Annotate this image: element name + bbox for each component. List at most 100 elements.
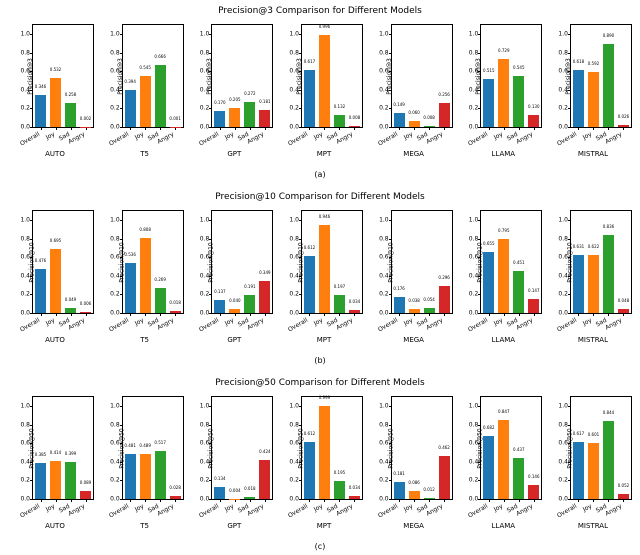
y-axis-label: Precision@50 <box>118 428 125 468</box>
bar-value-label: 0.052 <box>618 483 629 488</box>
bar <box>304 70 315 127</box>
xtick <box>354 127 355 130</box>
bar <box>513 271 524 313</box>
ytick-label: 0.2 <box>379 477 392 484</box>
ytick-label: 0.2 <box>379 291 392 298</box>
bar <box>409 309 420 313</box>
xtick <box>56 127 57 130</box>
ytick-label: 0.0 <box>469 124 482 131</box>
bar-value-label: 0.256 <box>438 92 449 97</box>
xtick <box>489 499 490 502</box>
bar <box>214 111 225 127</box>
panel: 0.00.20.40.60.81.0Overall0.481Joy0.489Sa… <box>102 392 188 522</box>
bar <box>155 65 166 127</box>
bar-value-label: 0.170 <box>214 100 225 105</box>
ytick-label: 1.0 <box>200 31 213 38</box>
ytick-label: 0.2 <box>289 477 302 484</box>
bar-value-label: 0.012 <box>423 487 434 492</box>
xtick <box>339 499 340 502</box>
ytick-label: 1.0 <box>200 403 213 410</box>
ytick-label: 0.2 <box>469 477 482 484</box>
xtick <box>429 127 430 130</box>
xtick-label-text: Joy <box>134 503 145 514</box>
y-axis-label: Precision@10 <box>477 242 484 282</box>
panel-title: MISTRAL <box>550 336 636 344</box>
bar <box>439 103 450 127</box>
xtick-label-text: Overall <box>18 503 40 520</box>
bar <box>334 115 345 127</box>
bar <box>573 70 584 127</box>
bar-value-label: 0.808 <box>139 227 150 232</box>
xtick <box>519 499 520 502</box>
bar-value-label: 0.205 <box>229 97 240 102</box>
plot-area: 0.00.20.40.60.81.0Overall0.176Joy0.038Sa… <box>391 210 453 314</box>
xtick-label-text: Overall <box>556 317 578 334</box>
xtick <box>250 127 251 130</box>
ytick-label: 1.0 <box>289 403 302 410</box>
ytick-label: 0.8 <box>110 235 123 242</box>
ytick-label: 0.8 <box>20 235 33 242</box>
xtick <box>235 127 236 130</box>
bar-value-label: 0.272 <box>244 91 255 96</box>
y-axis-label: Precision@50 <box>208 428 215 468</box>
bar <box>603 421 614 499</box>
y-axis-label: Precision@3 <box>385 58 392 95</box>
panel: 0.00.20.40.60.81.0Overall0.346Joy0.532Sa… <box>12 20 98 150</box>
xtick <box>399 313 400 316</box>
bar-value-label: 0.049 <box>65 297 76 302</box>
panel: 0.00.20.40.60.81.0Overall0.536Joy0.808Sa… <box>102 206 188 336</box>
ytick-label: 1.0 <box>379 31 392 38</box>
xtick-label-text: Angry <box>336 131 355 146</box>
y-axis-label: Precision@50 <box>29 428 36 468</box>
bar <box>50 78 61 127</box>
xtick-label-text: Joy <box>44 503 55 514</box>
bar-value-label: 0.729 <box>498 48 509 53</box>
bar <box>528 299 539 313</box>
ytick-label: 0.2 <box>20 105 33 112</box>
xtick <box>145 127 146 130</box>
bar-value-label: 0.149 <box>393 102 404 107</box>
xtick-label-text: Angry <box>425 131 444 146</box>
bar-value-label: 0.399 <box>65 451 76 456</box>
bar-value-label: 0.146 <box>528 474 539 479</box>
bar <box>483 252 494 313</box>
panel: 0.00.20.40.60.81.0Overall0.655Joy0.795Sa… <box>460 206 546 336</box>
ytick-label: 0.2 <box>558 291 571 298</box>
xtick-label-text: Angry <box>336 503 355 518</box>
ytick-label: 0.8 <box>20 421 33 428</box>
bar-value-label: 0.296 <box>438 275 449 280</box>
panel-title: MPT <box>281 522 367 530</box>
xtick <box>175 499 176 502</box>
panel: 0.00.20.40.60.81.0Overall0.682Joy0.847Sa… <box>460 392 546 522</box>
plot-area: 0.00.20.40.60.81.0Overall0.481Joy0.489Sa… <box>122 396 184 500</box>
bar <box>304 442 315 499</box>
xtick <box>354 313 355 316</box>
bar-value-label: 0.008 <box>349 115 360 120</box>
bar <box>319 406 330 499</box>
xtick <box>130 313 131 316</box>
bar <box>498 239 509 313</box>
bar-value-label: 0.089 <box>80 480 91 485</box>
bar-value-label: 0.481 <box>124 443 135 448</box>
xtick <box>309 313 310 316</box>
panel-title: GPT <box>191 336 277 344</box>
bar-value-label: 0.040 <box>229 298 240 303</box>
xtick <box>220 499 221 502</box>
bar-value-label: 0.349 <box>259 270 270 275</box>
xtick-label-text: Angry <box>67 503 86 518</box>
xtick <box>41 127 42 130</box>
plot-area: 0.00.20.40.60.81.0Overall0.515Joy0.729Sa… <box>480 24 542 128</box>
xtick <box>324 313 325 316</box>
xtick <box>578 499 579 502</box>
ytick-label: 1.0 <box>110 31 123 38</box>
panel-title: LLAMA <box>460 150 546 158</box>
bar <box>155 451 166 499</box>
bar <box>573 255 584 314</box>
xtick-label-text: Joy <box>44 131 55 142</box>
xtick <box>593 499 594 502</box>
bar-value-label: 0.394 <box>124 79 135 84</box>
ytick-label: 0.8 <box>20 49 33 56</box>
bar <box>35 95 46 127</box>
xtick <box>324 499 325 502</box>
xtick-label-text: Angry <box>336 317 355 332</box>
